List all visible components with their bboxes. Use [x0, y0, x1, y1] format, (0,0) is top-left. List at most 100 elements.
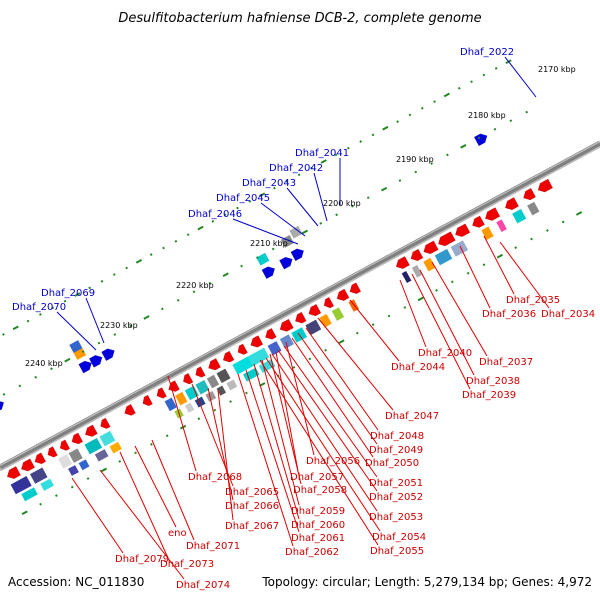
scale-tick	[482, 73, 486, 77]
scale-tick	[2, 333, 5, 336]
inner-tick-bottom	[435, 289, 438, 292]
bottom-leader-line	[291, 337, 374, 458]
top-leader-line	[260, 202, 306, 237]
cog-box-secondary	[21, 487, 38, 502]
reverse-gene	[294, 311, 307, 324]
reverse-gene	[208, 358, 222, 371]
bottom-leader-line	[411, 273, 471, 390]
inner-tick-bottom	[403, 306, 407, 309]
bottom-gene-label: Dhaf_2059	[291, 506, 345, 517]
inner-tick-top	[161, 307, 164, 311]
bottom-leader-line	[217, 389, 234, 521]
inner-tick-bottom	[546, 229, 549, 232]
bottom-gene-label: Dhaf_2047	[385, 411, 439, 422]
reverse-gene	[349, 282, 362, 295]
scale-tick	[408, 113, 412, 117]
top-gene-label: Dhaf_2043	[242, 178, 296, 189]
inner-tick-top	[335, 213, 338, 217]
scale-tick	[211, 220, 215, 223]
bottom-leader-line	[167, 375, 197, 472]
inner-tick-top	[525, 110, 528, 114]
bottom-leader-line	[277, 349, 378, 492]
reverse-gene	[395, 256, 410, 270]
scale-tick	[443, 92, 451, 98]
cog-box-secondary	[184, 402, 195, 413]
scale-tick	[371, 133, 375, 137]
cog-box	[496, 219, 507, 232]
forward-gene	[279, 256, 293, 270]
cog-box	[184, 385, 199, 401]
cog-box-secondary	[68, 465, 79, 476]
bottom-gene-label: Dhaf_2052	[369, 492, 423, 503]
cog-box-secondary	[94, 449, 109, 462]
scale-tick	[149, 253, 153, 256]
bottom-gene-label: Dhaf_2062	[285, 547, 339, 558]
reverse-gene	[279, 318, 294, 332]
cog-box	[279, 334, 294, 349]
forward-gene	[290, 248, 305, 262]
reverse-gene	[47, 446, 58, 458]
inner-tick-top	[113, 333, 117, 336]
bottom-gene-label: Dhaf_2039	[462, 390, 516, 401]
scale-tick	[125, 266, 128, 270]
bottom-gene-label: Dhaf_2066	[225, 501, 279, 512]
scale-label: 2220 kbp	[176, 281, 214, 290]
scale-tick	[273, 186, 276, 190]
cog-box	[527, 201, 540, 216]
scale-label: 2190 kbp	[396, 155, 434, 164]
scale-tick	[74, 292, 81, 297]
inner-tick-bottom	[292, 366, 296, 369]
scale-label: 2180 kbp	[468, 111, 506, 120]
cog-box-secondary	[226, 379, 238, 391]
inner-tick-top	[477, 136, 481, 140]
bottom-leader-line	[71, 477, 124, 554]
cog-box-top	[69, 340, 83, 353]
inner-tick-top	[97, 341, 101, 345]
inner-tick-top	[176, 298, 180, 302]
bottom-gene-label: Dhaf_2067	[225, 521, 279, 532]
inner-tick-top	[18, 384, 22, 388]
cog-box	[10, 476, 32, 495]
bottom-gene-label: Dhaf_2035	[506, 295, 560, 306]
inner-tick-bottom	[21, 510, 28, 516]
scale-tick	[420, 106, 424, 110]
inner-tick-bottom	[514, 246, 518, 249]
inner-tick-top	[319, 221, 323, 225]
scale-tick	[26, 319, 30, 323]
inner-tick-bottom	[417, 296, 424, 302]
cog-box	[84, 437, 103, 455]
bottom-leader-line	[399, 279, 427, 348]
cog-box	[216, 368, 231, 384]
bottom-leader-line	[283, 345, 378, 478]
top-leader-line	[85, 297, 105, 344]
inner-tick-top	[446, 153, 449, 157]
scale-tick	[359, 140, 363, 143]
inner-tick-top	[222, 272, 229, 277]
bottom-gene-label: eno	[168, 528, 187, 539]
top-gene-label: Dhaf_2041	[295, 148, 349, 159]
reverse-gene	[124, 403, 136, 416]
forward-gene	[101, 348, 115, 362]
backbone-shadow	[0, 144, 600, 472]
cog-box-secondary	[216, 385, 227, 396]
inner-tick-bottom	[324, 348, 327, 352]
reverse-gene	[34, 452, 47, 465]
cog-box-secondary	[205, 390, 217, 402]
bottom-gene-label: Dhaf_2048	[370, 431, 424, 442]
accession-text: Accession: NC_011830	[8, 575, 144, 589]
top-gene-label: Dhaf_2070	[12, 302, 66, 313]
bottom-gene-label: Dhaf_2051	[369, 478, 423, 489]
cog-box	[481, 226, 494, 241]
inner-tick-top	[509, 119, 513, 123]
bottom-leader-line	[349, 299, 400, 362]
scale-tick	[248, 200, 252, 203]
reverse-gene	[455, 223, 471, 238]
scale-tick	[310, 166, 313, 170]
inner-tick-top	[208, 281, 212, 285]
scale-label: 2170 kbp	[538, 65, 576, 74]
inner-tick-top	[50, 367, 53, 371]
inner-tick-top	[460, 144, 467, 149]
bottom-leader-line	[151, 439, 195, 541]
reverse-gene	[410, 248, 424, 262]
reverse-gene	[142, 394, 153, 407]
